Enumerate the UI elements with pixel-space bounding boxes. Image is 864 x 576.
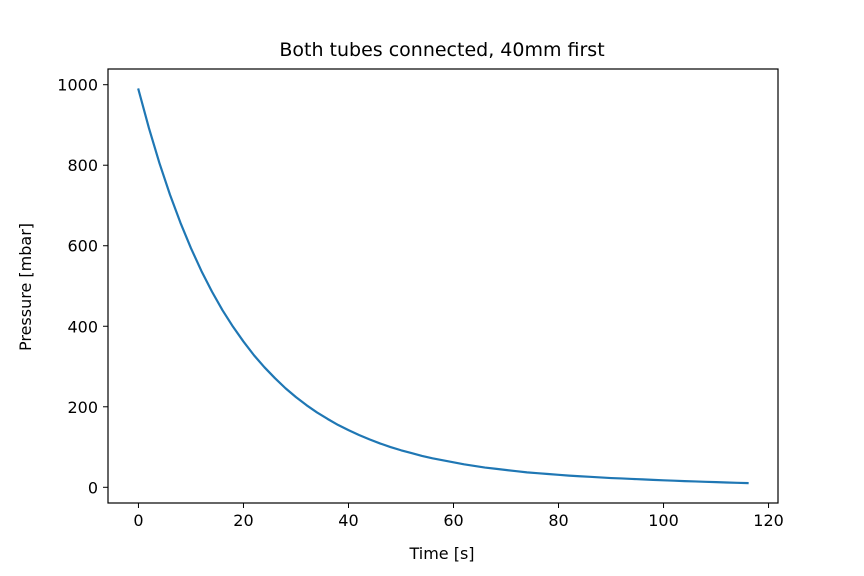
x-tick-label: 120 [753,511,784,530]
y-tick-label: 200 [67,398,98,417]
y-tick-label: 0 [88,478,98,497]
x-tick-label: 20 [233,511,253,530]
x-tick-label: 100 [648,511,679,530]
x-tick-label: 40 [338,511,358,530]
x-axis: 0 20 40 60 80 100 120 [133,503,784,530]
y-axis: 0 200 400 600 800 1000 [57,76,108,497]
x-tick-label: 0 [133,511,143,530]
chart-title: Both tubes connected, 40mm first [279,39,604,61]
y-tick-label: 1000 [57,76,98,95]
y-axis-label: Pressure [mbar] [16,223,35,351]
plot-area [137,88,749,485]
axes-frame [107,68,779,504]
series-line-0 [137,88,749,485]
y-tick-label: 600 [67,237,98,256]
x-tick-label: 80 [548,511,568,530]
y-tick-label: 800 [67,156,98,175]
x-tick-label: 60 [443,511,463,530]
y-tick-label: 400 [67,317,98,336]
x-axis-label: Time [s] [408,544,474,563]
